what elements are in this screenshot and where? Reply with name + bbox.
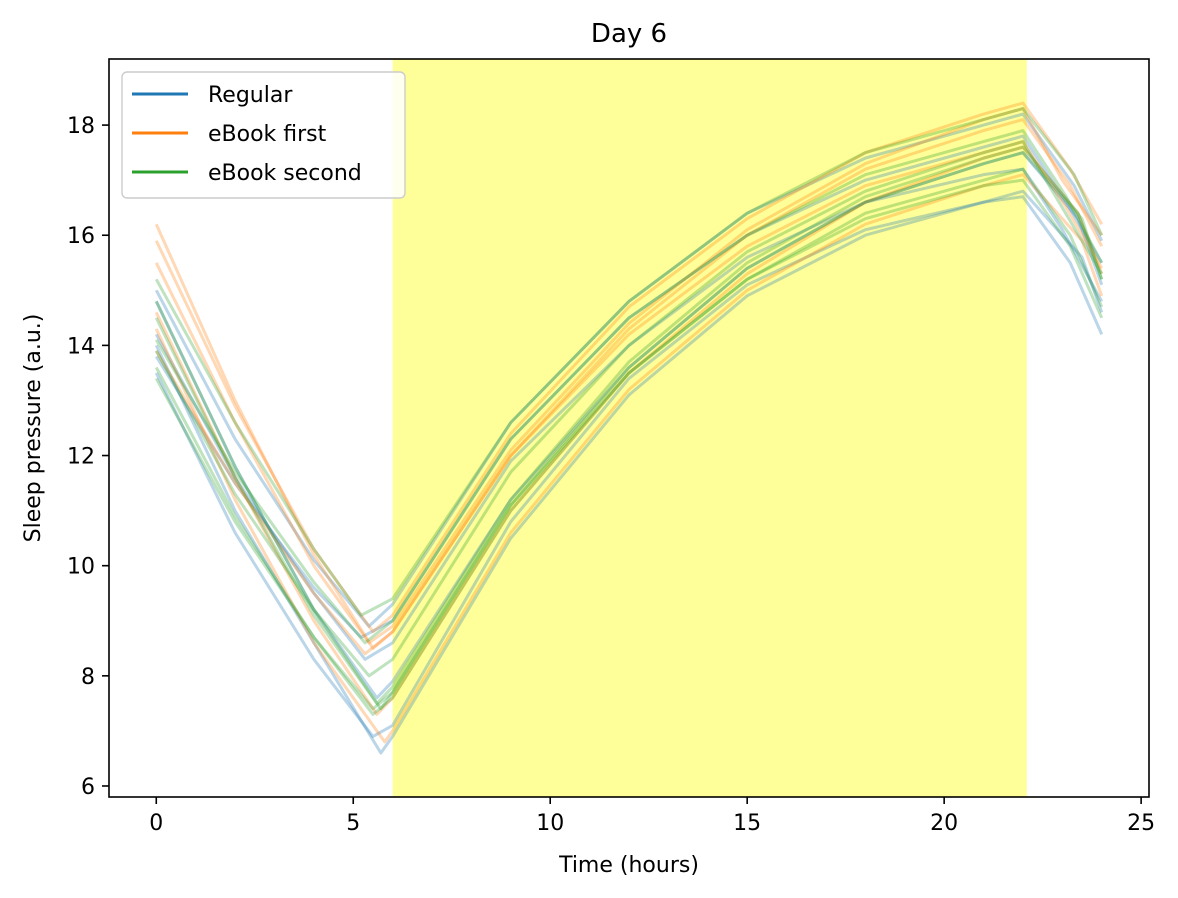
series-line-ebook-second-4: [154, 151, 1104, 711]
y-tick-label: 12: [67, 445, 95, 470]
y-tick-label: 14: [67, 334, 95, 359]
y-tick-label: 18: [67, 114, 95, 139]
series-line-ebook-second-3: [154, 140, 1104, 678]
x-tick-label: 25: [1127, 811, 1155, 836]
legend: Regular eBook first eBook second: [121, 71, 406, 199]
x-axis-title: Time (hours): [558, 853, 699, 878]
series-line-ebook-second-0: [154, 178, 1104, 716]
plot-area: [108, 58, 1150, 798]
x-tick-label: 5: [346, 811, 360, 836]
series-line-regular-3: [154, 134, 1104, 639]
series-line-ebook-first-5: [154, 101, 1104, 634]
series-line-ebook-first-4: [154, 173, 1104, 744]
legend-label-regular: Regular: [208, 83, 293, 108]
chart-title: Day 6: [591, 19, 667, 49]
y-tick-label: 6: [81, 775, 95, 800]
series-line-ebook-first-3: [154, 140, 1104, 656]
plot-frame: [108, 58, 1150, 798]
trajectory-lines: [154, 101, 1104, 755]
x-tick-label: 20: [930, 811, 958, 836]
series-line-ebook-second-6: [154, 167, 1104, 711]
y-tick-label: 8: [81, 665, 95, 690]
legend-box: [121, 71, 406, 199]
series-line-ebook-second-1: [154, 129, 1104, 645]
series-line-regular-2: [154, 151, 1104, 700]
series-line-regular-4: [154, 189, 1104, 755]
series-line-ebook-first-0: [154, 118, 1104, 650]
series-line-regular-5: [154, 112, 1104, 628]
series-line-ebook-second-2: [154, 145, 1104, 705]
x-axis: 0 5 10 15 20 25: [149, 797, 1155, 836]
x-tick-label: 15: [733, 811, 761, 836]
series-line-ebook-first-1: [154, 107, 1103, 645]
series-line-regular-1: [154, 167, 1104, 661]
y-axis-title: Sleep pressure (a.u.): [21, 314, 46, 543]
series-line-regular-0: [154, 195, 1104, 738]
x-tick-label: 10: [536, 811, 564, 836]
x-tick-label: 0: [149, 811, 163, 836]
y-tick-label: 10: [67, 555, 95, 580]
daylight-shaded-region: [392, 59, 1027, 797]
series-line-ebook-second-5: [154, 107, 1104, 617]
legend-label-ebook-first: eBook first: [208, 122, 327, 147]
y-axis: 6 8 10 12 14 16 18: [67, 114, 109, 800]
y-tick-label: 16: [67, 224, 95, 249]
legend-label-ebook-second: eBook second: [208, 161, 362, 186]
series-line-ebook-first-2: [154, 145, 1104, 716]
